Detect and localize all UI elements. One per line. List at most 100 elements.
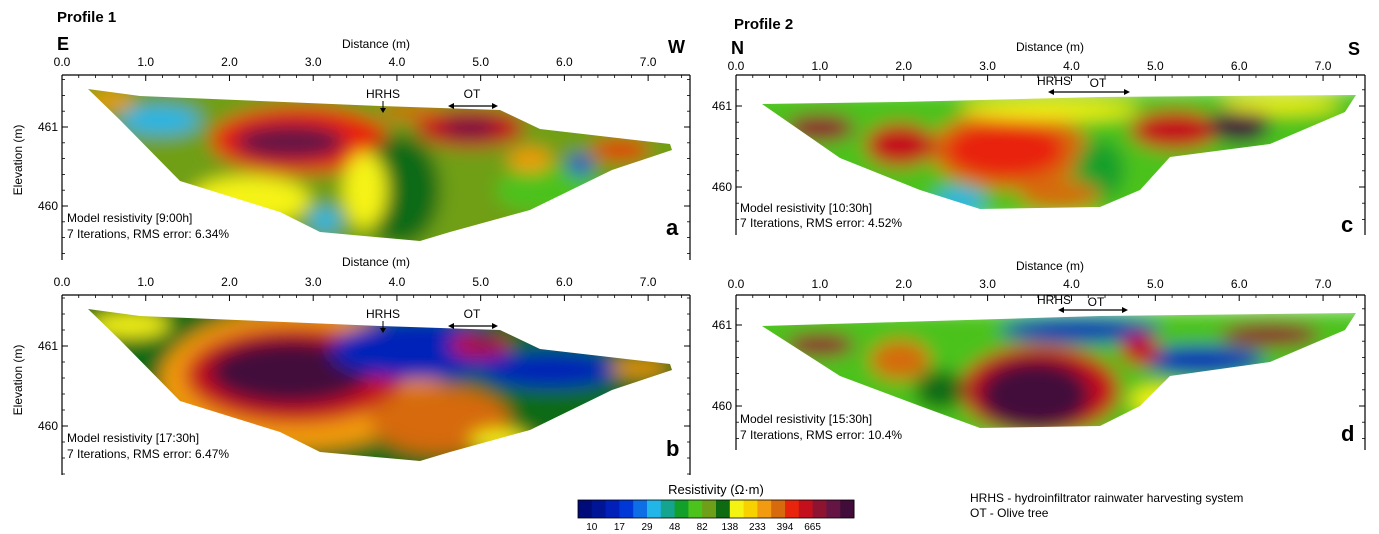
- colorbar-swatch: [591, 500, 607, 518]
- panel-d-axes: [735, 294, 1366, 450]
- legend-hrhs: HRHS - hydroinfiltrator rainwater harves…: [970, 491, 1243, 505]
- panel-d-letter: d: [1341, 421, 1354, 446]
- legend-ot: OT - Olive tree: [970, 506, 1049, 520]
- axis-ticks: 0.0 1.0 2.0 3.0 4.0 5.0 6.0 7.0 461 460 0.0 1.0 2.0 3…: [38, 55, 1365, 475]
- panel-b-ot-label: OT: [464, 307, 481, 321]
- x-tick-label: 4.0: [389, 275, 406, 289]
- x-tick-label: 6.0: [556, 275, 573, 289]
- x-tick-label: 6.0: [1231, 59, 1248, 73]
- direction-label-north: N: [731, 38, 744, 58]
- panel-d-ot-arrowhead-right: [1122, 307, 1128, 313]
- y-tick-label: 461: [712, 318, 732, 332]
- panel-b-iter-label: 7 Iterations, RMS error: 6.47%: [67, 447, 229, 461]
- panel-c: Distance (m) Model resistivity [10:30h] …: [735, 40, 1366, 237]
- x-tick-label: 5.0: [472, 55, 489, 69]
- x-tick-label: 1.0: [137, 275, 154, 289]
- x-tick-label: 5.0: [472, 275, 489, 289]
- x-tick-label: 5.0: [1147, 277, 1164, 291]
- colorbar-tick-label: 17: [614, 522, 626, 533]
- colorbar-tick-label: 394: [777, 522, 794, 533]
- colorbar-swatch: [716, 500, 731, 518]
- panel-c-letter: c: [1341, 212, 1353, 237]
- panel-b-ylabel: Elevation (m): [11, 345, 25, 416]
- colorbar-swatches: [577, 499, 855, 519]
- panel-d-hrhs-label: HRHS: [1037, 293, 1071, 307]
- panel-c-hrhs-label: HRHS: [1037, 74, 1071, 88]
- x-tick-label: 0.0: [728, 277, 745, 291]
- x-tick-label: 6.0: [556, 55, 573, 69]
- panel-a-axes: [61, 74, 691, 260]
- y-tick-label: 461: [38, 120, 58, 134]
- x-tick-label: 3.0: [305, 275, 322, 289]
- x-tick-label: 7.0: [640, 275, 657, 289]
- y-tick-label: 460: [38, 199, 58, 213]
- panel-a-xlabel: Distance (m): [342, 37, 410, 51]
- panel-a-iter-label: 7 Iterations, RMS error: 6.34%: [67, 227, 229, 241]
- x-tick-label: 3.0: [305, 55, 322, 69]
- colorbar-tick-label: 10: [586, 522, 598, 533]
- y-tick-label: 460: [38, 419, 58, 433]
- panel-b-letter: b: [666, 436, 679, 461]
- colorbar: Resistivity (Ω·m) 10 17 29 48 82 138 233 394 665: [577, 482, 855, 533]
- x-tick-label: 0.0: [54, 55, 71, 69]
- colorbar-title: Resistivity (Ω·m): [668, 482, 764, 497]
- profile-2-title: Profile 2: [734, 16, 793, 33]
- colorbar-swatch: [647, 500, 662, 518]
- x-tick-label: 2.0: [895, 59, 912, 73]
- panel-a-model-label: Model resistivity [9:00h]: [67, 211, 192, 225]
- panel-a-ot-arrowhead-right: [492, 103, 498, 109]
- colorbar-swatch: [674, 500, 689, 518]
- x-tick-label: 7.0: [1315, 277, 1332, 291]
- x-tick-label: 1.0: [137, 55, 154, 69]
- panel-a: Distance (m) Elevation (m): [11, 37, 691, 260]
- panel-d-xlabel: Distance (m): [1016, 259, 1084, 273]
- panel-c-ot-arrowhead-right: [1124, 89, 1130, 95]
- colorbar-swatch: [840, 500, 855, 518]
- x-tick-label: 0.0: [728, 59, 745, 73]
- panel-d-model-label: Model resistivity [15:30h]: [740, 412, 872, 426]
- panel-c-ot-label: OT: [1090, 76, 1107, 90]
- x-tick-label: 4.0: [1063, 277, 1080, 291]
- panel-c-xlabel: Distance (m): [1016, 40, 1084, 54]
- x-tick-label: 7.0: [1315, 59, 1332, 73]
- x-tick-label: 7.0: [640, 55, 657, 69]
- x-tick-label: 5.0: [1147, 59, 1164, 73]
- panel-a-hrhs-arrowhead: [380, 108, 386, 113]
- colorbar-frame: [577, 499, 855, 519]
- direction-label-west: W: [668, 37, 685, 57]
- colorbar-tick-label: 48: [669, 522, 681, 533]
- colorbar-swatch: [826, 500, 841, 518]
- x-tick-label: 3.0: [979, 277, 996, 291]
- panel-d-iter-label: 7 Iterations, RMS error: 10.4%: [740, 428, 902, 442]
- panel-d-ot-arrowhead-left: [1058, 307, 1064, 313]
- panel-b-model-label: Model resistivity [17:30h]: [67, 431, 199, 445]
- colorbar-swatch: [633, 500, 648, 518]
- colorbar-swatch: [743, 500, 758, 518]
- panel-a-letter: a: [666, 215, 679, 240]
- panel-a-ylabel: Elevation (m): [11, 125, 25, 196]
- x-tick-label: 6.0: [1231, 277, 1248, 291]
- y-tick-label: 460: [712, 180, 732, 194]
- x-tick-label: 4.0: [389, 55, 406, 69]
- colorbar-tick-label: 138: [721, 522, 738, 533]
- panel-c-model-label: Model resistivity [10:30h]: [740, 201, 872, 215]
- panel-b-ot-arrowhead-right: [492, 323, 498, 329]
- x-tick-label: 4.0: [1063, 59, 1080, 73]
- legend: HRHS - hydroinfiltrator rainwater harves…: [970, 491, 1243, 520]
- x-tick-label: 2.0: [221, 55, 238, 69]
- colorbar-swatch: [660, 500, 676, 518]
- colorbar-swatch: [798, 500, 814, 518]
- profile-1-title: Profile 1: [57, 9, 116, 26]
- colorbar-swatch: [757, 500, 772, 518]
- colorbar-swatch: [771, 500, 786, 518]
- direction-label-south: S: [1348, 39, 1360, 59]
- colorbar-swatch: [688, 500, 703, 518]
- panel-d: Distance (m) Model resistivity [15:30h] …: [735, 259, 1366, 450]
- panel-b-ot-arrowhead-left: [448, 323, 454, 329]
- colorbar-swatch: [812, 500, 827, 518]
- colorbar-labels: 10 17 29 48 82 138 233 394 665: [586, 522, 821, 533]
- x-tick-label: 1.0: [812, 59, 829, 73]
- colorbar-tick-label: 82: [697, 522, 709, 533]
- panel-a-hrhs-label: HRHS: [366, 87, 400, 101]
